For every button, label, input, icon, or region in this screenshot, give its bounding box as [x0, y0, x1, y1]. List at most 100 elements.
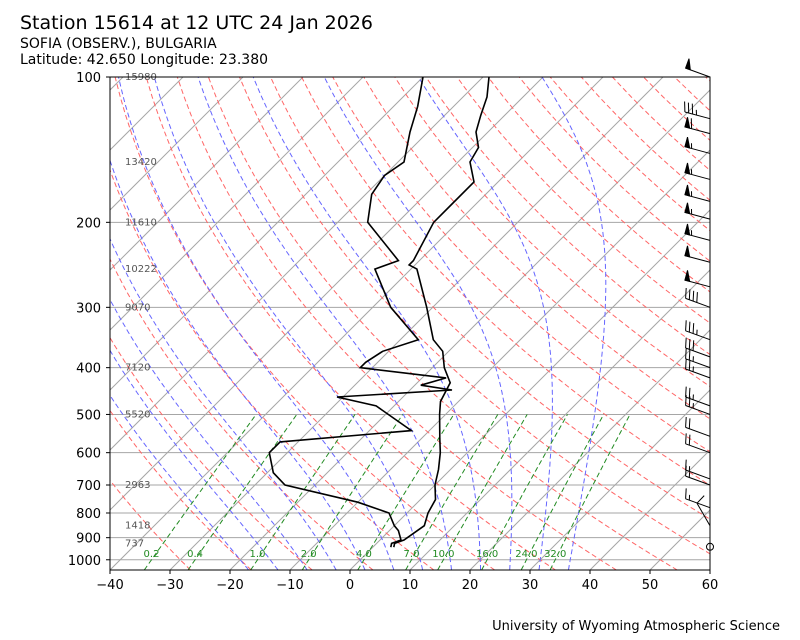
barb-full: [688, 418, 691, 429]
moist-adiabat-line: [197, 77, 453, 570]
barb-flag: [684, 202, 691, 215]
wind-barb: [685, 416, 711, 437]
dry-adiabat-line: [301, 77, 710, 486]
dry-adiabat-line: [612, 77, 710, 171]
mixing-ratio-line: [520, 414, 605, 570]
wind-barb: [706, 542, 714, 551]
barb-full: [685, 416, 687, 428]
moist-adiabat-line: [118, 77, 395, 570]
mixing-ratio-label: 10.0: [432, 549, 454, 560]
x-tick-label: −20: [216, 578, 243, 593]
barb-staff: [685, 347, 711, 358]
sounding-profiles: [268, 77, 490, 548]
mixing-ratio-line: [143, 414, 257, 570]
moist-adiabat-line: [110, 158, 366, 570]
isotherm-line: [110, 77, 364, 331]
mixing-ratio-label: 2.0: [301, 549, 317, 560]
dry-adiabat-line: [456, 77, 710, 324]
y-tick-label: 900: [76, 532, 101, 547]
y-tick-label: 200: [76, 216, 101, 231]
barb-flag: [684, 184, 691, 197]
isotherm-line: [110, 77, 484, 451]
moist-adiabat-line: [110, 394, 249, 570]
height-label: 737: [125, 538, 144, 549]
isotherm-line: [229, 89, 710, 570]
wind-barbs: [684, 58, 714, 551]
mixing-ratio-label: 32.0: [544, 549, 566, 560]
mixing-ratio-label: 24.0: [515, 549, 537, 560]
x-tick-label: 20: [462, 578, 479, 593]
barb-full: [685, 433, 687, 444]
x-tick-label: 0: [346, 578, 354, 593]
barb-full: [696, 495, 705, 504]
barb-staff: [685, 426, 711, 437]
isotherm-line: [589, 449, 710, 570]
barb-full: [685, 465, 687, 477]
height-label: 5520: [125, 409, 150, 420]
moist-adiabat-line: [110, 298, 308, 570]
barb-full: [685, 320, 687, 331]
mixing-ratio-lines: [143, 414, 631, 570]
barb-full: [685, 348, 687, 359]
wind-barb: [685, 358, 711, 379]
barb-staff: [685, 405, 711, 415]
mixing-ratio-label: 4.0: [356, 549, 372, 560]
height-label: 2963: [125, 480, 150, 491]
isotherm-line: [110, 77, 604, 570]
y-tick-label: 1000: [68, 554, 101, 569]
moist-adiabat-line: [323, 77, 513, 570]
x-tick-label: 10: [402, 578, 419, 593]
isotherm-line: [349, 209, 710, 570]
y-tick-label: 100: [76, 71, 101, 86]
moist-adiabat-line: [417, 77, 553, 570]
barb-flag: [684, 270, 691, 283]
barb-staff: [685, 368, 711, 379]
dry-adiabat-line: [705, 77, 710, 82]
plot-axes: −40 −30 −20 −10 0 10 20 30 40 50 60 100 200 300 400 500…: [68, 71, 718, 593]
wind-barb: [684, 117, 711, 135]
wind-barb: [685, 337, 711, 358]
y-tick-label: 600: [76, 447, 101, 462]
isotherm-line: [110, 77, 184, 151]
barb-full: [685, 287, 687, 299]
credit-text: University of Wyoming Atmospheric Scienc…: [492, 619, 780, 634]
y-tick-label: 400: [76, 362, 101, 377]
wind-barb: [684, 136, 711, 154]
dry-adiabat-line: [114, 77, 495, 570]
isotherm-line: [469, 329, 710, 570]
isotherm-line: [110, 77, 544, 511]
moist-adiabat-line: [110, 237, 337, 570]
barb-staff: [685, 498, 711, 509]
moist-adiabat-line: [110, 349, 279, 570]
x-tick-label: 40: [582, 578, 599, 593]
barb-flag: [684, 245, 691, 258]
barb-staff: [685, 330, 711, 341]
barb-staff: [696, 502, 711, 526]
isotherm-lines: [110, 77, 710, 570]
isotherm-line: [110, 77, 244, 211]
x-tick-label: −10: [276, 578, 303, 593]
barb-full: [692, 340, 695, 351]
station-coordinates: Latitude: 42.650 Longitude: 23.380: [20, 52, 269, 68]
wind-barb: [684, 202, 711, 220]
barb-flag: [684, 136, 691, 149]
wind-barb: [684, 58, 711, 78]
mixing-ratio-line: [301, 414, 404, 570]
height-label: 9070: [125, 302, 150, 313]
dry-adiabat-line: [110, 257, 374, 570]
barb-staff: [685, 297, 711, 308]
wind-barb: [684, 245, 711, 263]
barb-full: [688, 359, 691, 371]
mixing-ratio-line: [357, 414, 455, 570]
dry-adiabat-line: [176, 77, 617, 570]
barb-full: [692, 323, 695, 334]
barb-full: [688, 434, 691, 446]
barb-flag: [684, 223, 691, 236]
barb-full: [688, 289, 691, 300]
isotherm-line: [529, 389, 710, 570]
y-tick-label: 700: [76, 479, 101, 494]
dry-adiabat-line: [487, 77, 710, 293]
moist-adiabat-line: [541, 77, 607, 570]
dry-adiabat-line: [363, 77, 710, 420]
barb-full: [685, 358, 687, 370]
